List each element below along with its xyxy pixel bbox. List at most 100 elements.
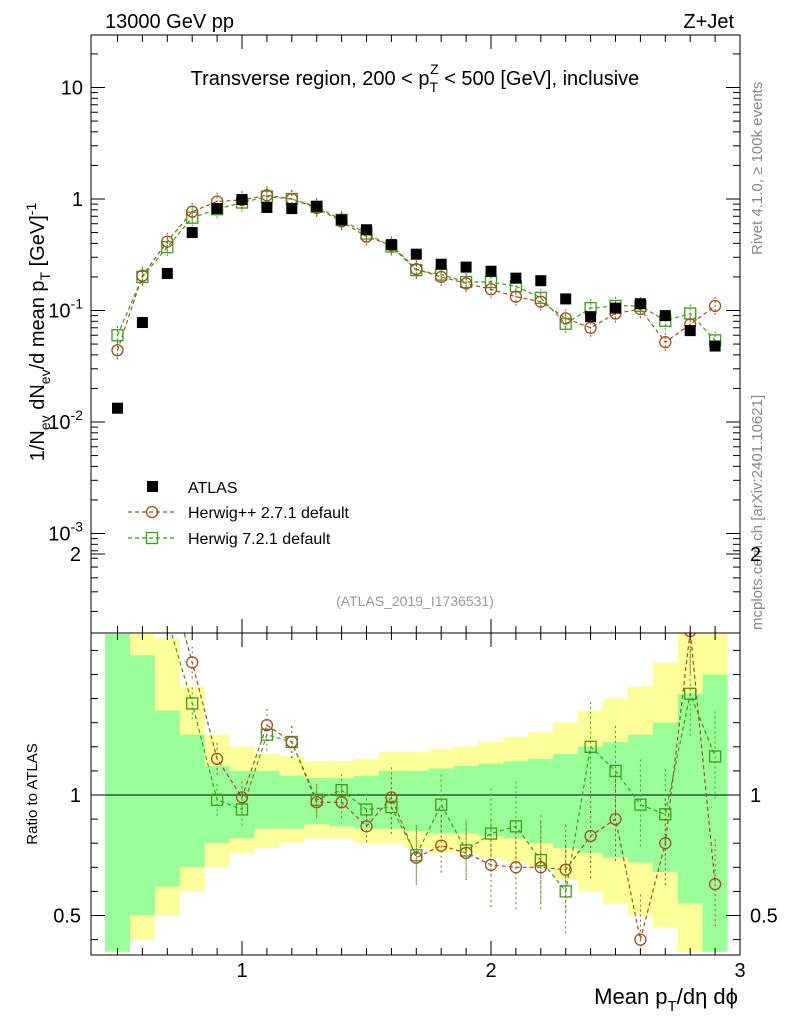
legend: ATLAS Herwig++ 2.7.1 default Herwig 7.2.… bbox=[128, 480, 350, 548]
legend-atlas-label: ATLAS bbox=[188, 480, 238, 497]
atlas-point bbox=[261, 201, 273, 213]
legend-herwig7-marker bbox=[145, 531, 159, 545]
herwigpp-ratio-point bbox=[634, 933, 647, 946]
herwig7-ratio-point bbox=[137, 414, 148, 425]
ratio-band-inner bbox=[403, 770, 429, 832]
chart-title: Transverse region, 200 < pTZ < 500 [GeV]… bbox=[191, 61, 640, 95]
atlas-point bbox=[610, 302, 621, 314]
atlas-point bbox=[535, 275, 547, 287]
herwigpp-ratio-point bbox=[235, 791, 249, 804]
ratio-tick-label-right: 0.5 bbox=[750, 906, 778, 928]
ratio-band-inner bbox=[254, 770, 280, 829]
herwigpp-ratio-point bbox=[335, 796, 348, 809]
herwigpp-ratio-point bbox=[210, 752, 224, 765]
ratio-points bbox=[112, 235, 722, 955]
herwig7-ratio-point bbox=[162, 614, 173, 625]
ratio-band-inner bbox=[154, 710, 180, 887]
rivet-label: Rivet 4.1.0, ≥ 100k events bbox=[749, 82, 766, 255]
herwigpp-ratio-point bbox=[186, 656, 199, 669]
analysis-id: (ATLAS_2019_I1736531) bbox=[336, 593, 494, 609]
ratio-tick-label-right: 1 bbox=[750, 785, 761, 807]
atlas-point bbox=[136, 317, 148, 329]
atlas-point bbox=[560, 293, 572, 305]
main-panel: Transverse region, 200 < pTZ < 500 [GeV]… bbox=[23, 34, 741, 634]
herwigpp-ratio-point bbox=[708, 878, 722, 891]
herwigpp-ratio-point bbox=[609, 812, 622, 826]
atlas-point bbox=[311, 200, 323, 212]
y-axis-label: 1/Nev dNev/d mean pT [GeV]-1 bbox=[23, 203, 53, 462]
herwigpp-ratio-point bbox=[484, 858, 498, 872]
legend-atlas-marker bbox=[147, 481, 158, 492]
ratio-band-inner bbox=[578, 746, 604, 853]
ratio-tick-label: 1 bbox=[70, 785, 81, 807]
x-axis: 1 2 3 bbox=[117, 35, 746, 982]
herwigpp-ratio-point bbox=[459, 846, 473, 859]
y-tick-label: 10 bbox=[61, 78, 83, 100]
y-tick-label: 1 bbox=[72, 189, 83, 211]
atlas-point bbox=[186, 227, 198, 239]
herwigpp-ratio-point bbox=[435, 839, 448, 852]
herwig7-point bbox=[534, 291, 547, 304]
herwigpp-point bbox=[136, 269, 149, 282]
atlas-point bbox=[485, 265, 497, 277]
herwigpp-point bbox=[186, 205, 199, 218]
atlas-point bbox=[510, 272, 522, 284]
herwigpp-ratio-point bbox=[385, 791, 398, 804]
process-label: Z+Jet bbox=[683, 11, 734, 33]
atlas-point bbox=[585, 311, 597, 323]
herwigpp-ratio-point bbox=[112, 235, 123, 246]
main-data bbox=[111, 186, 722, 414]
herwigpp-ratio-point bbox=[410, 851, 423, 864]
herwigpp-point bbox=[484, 283, 498, 296]
atlas-point bbox=[410, 248, 422, 260]
herwig7-ratio-point bbox=[708, 750, 722, 763]
main-y-axis: 10-3 10-2 10-1 1 10 bbox=[48, 53, 740, 612]
herwigpp-point bbox=[435, 270, 448, 284]
ratio-band-inner bbox=[179, 734, 205, 868]
herwigpp-point bbox=[161, 235, 174, 248]
herwigpp-point bbox=[559, 312, 572, 325]
legend-herwigpp-marker bbox=[145, 505, 159, 519]
herwig7-ratio-point bbox=[210, 793, 224, 806]
herwigpp-ratio-point bbox=[509, 861, 523, 874]
ratio-bands bbox=[91, 634, 740, 952]
atlas-point bbox=[336, 214, 348, 226]
x-axis-label: Mean pT/dη dϕ bbox=[594, 984, 738, 1015]
herwigpp-ratio-point bbox=[285, 735, 298, 749]
ratio-band-inner bbox=[553, 754, 579, 849]
ratio-band-inner bbox=[677, 693, 703, 904]
atlas-point bbox=[286, 203, 298, 215]
ratio-tick-label-right: 2 bbox=[750, 544, 761, 566]
atlas-point bbox=[684, 325, 696, 337]
atlas-point bbox=[709, 340, 721, 352]
herwigpp-point bbox=[534, 295, 547, 308]
herwig7-ratio-point bbox=[609, 764, 622, 778]
ratio-tick-label: 0.5 bbox=[53, 906, 81, 928]
herwigpp-point bbox=[410, 262, 423, 276]
atlas-point bbox=[236, 193, 248, 205]
herwigpp-ratio-point bbox=[584, 829, 597, 843]
herwigpp-ratio-point bbox=[162, 565, 173, 576]
herwigpp-ratio-point bbox=[360, 820, 373, 833]
herwig7-ratio-point bbox=[186, 697, 199, 710]
herwig7-point bbox=[111, 329, 124, 342]
ratio-y-label: Ratio to ATLAS bbox=[24, 743, 41, 844]
herwigpp-point bbox=[111, 344, 124, 357]
ratio-band-inner bbox=[279, 775, 305, 829]
herwig7-ratio-point bbox=[534, 853, 547, 867]
herwig7-ratio-point bbox=[684, 687, 697, 700]
herwigpp-point bbox=[708, 299, 722, 313]
herwigpp-point bbox=[659, 336, 672, 349]
x-tick-label: 3 bbox=[734, 960, 745, 982]
herwigpp-point bbox=[584, 321, 597, 334]
ratio-panel: 0.5 0.5 1 1 2 2 1 2 3 Ratio to ATLAS Mean pT/dη… bbox=[24, 35, 778, 1015]
x-tick-label: 1 bbox=[236, 960, 247, 982]
ratio-data bbox=[112, 235, 722, 955]
herwigpp-ratio-point bbox=[260, 718, 274, 732]
herwig7-ratio-point bbox=[484, 827, 498, 840]
atlas-point bbox=[112, 402, 123, 414]
legend-herwigpp-label: Herwig++ 2.7.1 default bbox=[188, 505, 350, 522]
herwig7-ratio-point bbox=[584, 740, 597, 753]
herwigpp-ratio-point bbox=[659, 837, 672, 850]
